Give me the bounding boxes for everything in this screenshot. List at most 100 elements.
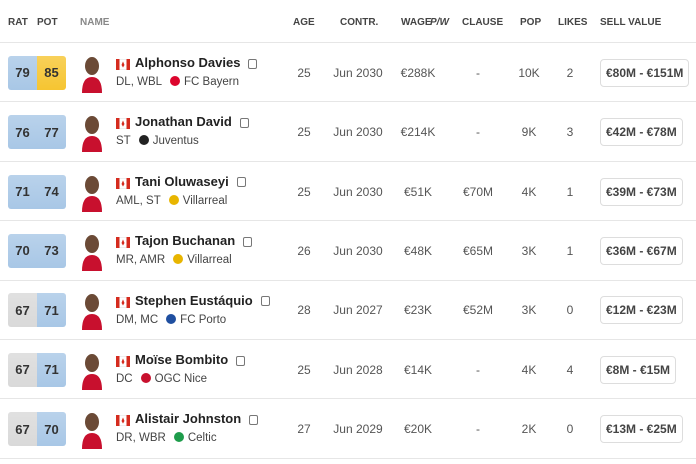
- club[interactable]: Juventus: [152, 135, 199, 148]
- rating: 67: [8, 412, 37, 447]
- club-icon: [173, 254, 184, 265]
- clause: €65M: [462, 243, 494, 258]
- header-sell-value: SELL VALUE: [600, 17, 662, 28]
- pop: 2K: [521, 422, 537, 437]
- clause: -: [476, 65, 480, 80]
- avatar: [80, 350, 104, 390]
- age: 27: [297, 422, 311, 437]
- player-name[interactable]: Jonathan David: [135, 114, 249, 129]
- club-icon: [170, 76, 181, 86]
- likes: 1: [566, 243, 574, 258]
- flag-icon: [115, 413, 131, 427]
- club[interactable]: OGC Nice: [154, 373, 208, 385]
- header-age: AGE: [293, 17, 315, 28]
- copy-icon[interactable]: [239, 117, 249, 128]
- flag-icon: [115, 235, 131, 249]
- sell-value: €12M - €23M: [600, 296, 683, 325]
- player-name[interactable]: Stephen Eustáquio: [135, 293, 270, 308]
- copy-icon[interactable]: [236, 355, 246, 366]
- positions: ST: [116, 135, 131, 148]
- flag-icon: [115, 57, 131, 71]
- player-name[interactable]: Alistair Johnston: [135, 411, 259, 426]
- row-divider: [0, 339, 696, 340]
- age: 26: [297, 243, 311, 258]
- header-likes: LIKES: [558, 17, 588, 28]
- wage: €214K: [400, 125, 436, 140]
- rating: 67: [8, 293, 37, 328]
- rating: 67: [8, 352, 37, 387]
- player-name[interactable]: Tajon Buchanan: [135, 233, 253, 248]
- rating: 76: [8, 115, 37, 150]
- pop: 4K: [521, 362, 537, 377]
- wage: €20K: [403, 422, 433, 437]
- club[interactable]: Celtic: [187, 432, 217, 445]
- player-subline: ST Juventus: [116, 135, 199, 147]
- wage: €288K: [400, 65, 436, 80]
- player-subline: DM, MC FC Porto: [116, 313, 227, 326]
- player-name[interactable]: Alphonso Davies: [135, 55, 258, 70]
- club-icon: [173, 432, 184, 443]
- player-subline: MR, AMR Villarreal: [116, 254, 232, 266]
- copy-icon[interactable]: [243, 236, 253, 247]
- likes: 0: [566, 303, 574, 318]
- copy-icon[interactable]: [249, 414, 259, 425]
- positions: DC: [116, 373, 133, 385]
- header-pot: POT: [37, 17, 58, 28]
- row-divider: [0, 160, 696, 162]
- potential: 74: [37, 174, 66, 209]
- likes: 4: [566, 362, 574, 377]
- pop: 3K: [521, 303, 537, 318]
- flag-icon: [115, 295, 131, 309]
- age: 25: [297, 362, 311, 377]
- header-contract: CONTR.: [340, 17, 379, 28]
- copy-icon[interactable]: [236, 177, 246, 188]
- wage: €51K: [403, 184, 433, 199]
- header-wage-unit: P/W: [430, 17, 449, 28]
- club[interactable]: FC Bayern: [184, 76, 239, 88]
- player-subline: DL, WBL FC Bayern: [116, 76, 239, 88]
- copy-icon[interactable]: [248, 58, 258, 69]
- sell-value: €80M - €151M: [600, 58, 690, 87]
- pop: 3K: [521, 243, 537, 258]
- contract: Jun 2030: [333, 65, 383, 80]
- sell-value: €13M - €25M: [600, 415, 683, 444]
- flag-icon: [115, 176, 131, 190]
- header-clause: CLAUSE: [462, 17, 504, 28]
- copy-icon[interactable]: [260, 296, 270, 307]
- club[interactable]: Villarreal: [182, 194, 228, 207]
- age: 25: [297, 125, 311, 140]
- club[interactable]: Villarreal: [187, 254, 232, 267]
- contract: Jun 2030: [333, 125, 383, 140]
- likes: 1: [566, 184, 574, 199]
- contract: Jun 2029: [333, 422, 383, 437]
- positions: DR, WBR: [116, 432, 166, 445]
- row-divider: [0, 279, 696, 281]
- avatar: [80, 112, 104, 153]
- clause: -: [476, 125, 480, 140]
- age: 25: [297, 184, 311, 199]
- club[interactable]: FC Porto: [180, 313, 227, 326]
- contract: Jun 2030: [333, 184, 383, 199]
- clause: €52M: [462, 303, 494, 318]
- wage: €23K: [403, 303, 433, 318]
- clause: €70M: [462, 184, 494, 199]
- contract: Jun 2027: [333, 303, 383, 318]
- likes: 2: [566, 65, 574, 80]
- sell-value: €39M - €73M: [600, 177, 683, 206]
- player-name[interactable]: Moïse Bombito: [135, 352, 246, 367]
- rating: 70: [8, 233, 37, 268]
- header-name: NAME: [80, 17, 110, 28]
- avatar: [80, 290, 104, 331]
- rating: 79: [8, 55, 37, 90]
- club-icon: [166, 313, 177, 324]
- contract: Jun 2028: [333, 362, 383, 377]
- player-subline: AML, ST Villarreal: [116, 194, 228, 207]
- likes: 0: [566, 422, 574, 437]
- pop: 10K: [518, 65, 540, 80]
- player-subline: DC OGC Nice: [116, 373, 207, 385]
- player-name[interactable]: Tani Oluwaseyi: [135, 174, 246, 189]
- avatar: [80, 231, 104, 271]
- potential: 77: [37, 115, 66, 150]
- header-rat: RAT: [8, 17, 28, 28]
